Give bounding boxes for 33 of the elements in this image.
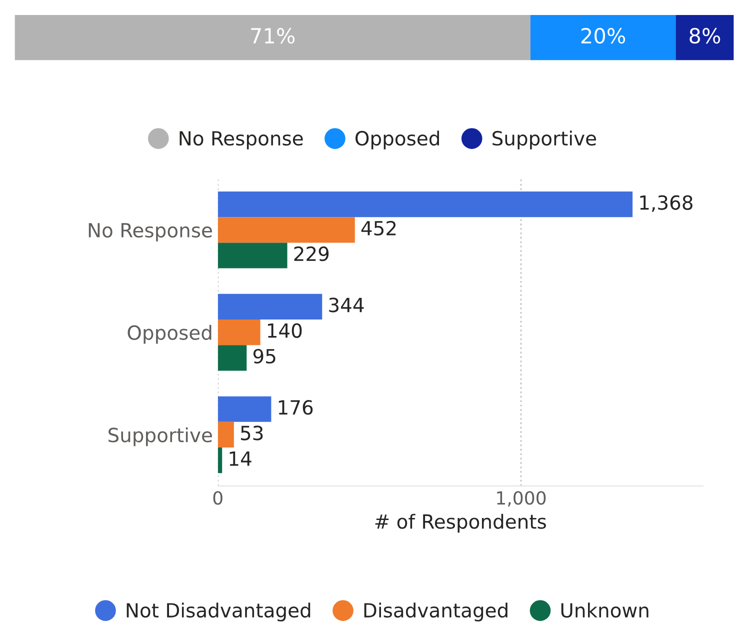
legend-label: Supportive xyxy=(492,130,596,150)
x-axis-title: # of Respondents xyxy=(375,514,546,533)
bar xyxy=(218,345,247,371)
data-label: 95 xyxy=(253,348,276,364)
data-label: 53 xyxy=(240,426,263,440)
bar xyxy=(218,422,234,448)
data-label: 344 xyxy=(329,298,364,312)
x-tick-label: 1,000 xyxy=(497,491,546,507)
data-label: 1,368 xyxy=(640,195,692,212)
y-tick-label: Supportive xyxy=(108,427,212,446)
bar xyxy=(218,242,288,268)
x-tick-label: 0 xyxy=(213,491,222,505)
y-tick-label: Opposed xyxy=(128,324,212,344)
legend-label: No Response xyxy=(180,131,303,150)
data-label: 8% xyxy=(690,28,720,44)
data-label: 452 xyxy=(361,220,396,236)
legend-label: Unknown xyxy=(561,602,648,618)
bar xyxy=(218,396,272,422)
data-label: 176 xyxy=(278,400,313,415)
legend-label: Not Disadvantaged xyxy=(126,602,310,622)
bar xyxy=(218,191,633,218)
bar xyxy=(218,448,222,474)
data-label: 140 xyxy=(268,323,302,338)
legend-label: Opposed xyxy=(356,130,439,150)
data-label: 20% xyxy=(581,28,626,44)
data-label: 229 xyxy=(294,246,329,262)
bar xyxy=(218,320,260,346)
y-tick-label: No Response xyxy=(88,223,212,242)
bar xyxy=(218,294,322,320)
data-label: 14 xyxy=(230,452,252,466)
bar xyxy=(218,217,355,243)
legend-label: Disadvantaged xyxy=(364,602,508,622)
data-label: 71% xyxy=(251,28,295,44)
